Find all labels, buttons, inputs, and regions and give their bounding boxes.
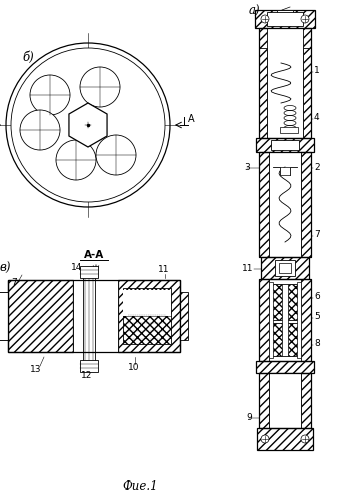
Text: 5: 5 <box>314 312 320 321</box>
Bar <box>280 127 298 133</box>
Bar <box>8 280 180 352</box>
Text: 12: 12 <box>81 371 93 380</box>
Bar <box>280 167 290 175</box>
Bar <box>123 290 171 316</box>
Bar <box>297 282 301 358</box>
Text: 11: 11 <box>158 265 169 274</box>
Bar <box>271 284 299 320</box>
Text: а): а) <box>249 5 261 18</box>
Bar <box>118 280 180 352</box>
Bar <box>269 282 273 358</box>
Bar <box>303 28 311 138</box>
Text: Фие.1: Фие.1 <box>122 480 158 493</box>
Bar <box>259 279 269 361</box>
Text: 8: 8 <box>314 339 320 348</box>
Text: б): б) <box>22 51 34 64</box>
Bar <box>277 10 293 18</box>
Text: 1: 1 <box>314 66 320 75</box>
Bar <box>256 361 314 373</box>
Bar <box>83 270 95 362</box>
Bar <box>256 138 314 152</box>
Bar <box>259 373 269 428</box>
Circle shape <box>301 435 309 443</box>
Text: 7: 7 <box>314 230 320 239</box>
Circle shape <box>30 75 70 115</box>
Bar <box>259 279 311 361</box>
Circle shape <box>20 110 60 150</box>
Text: 13: 13 <box>30 365 42 374</box>
Text: 3: 3 <box>244 163 250 172</box>
Text: 6: 6 <box>314 292 320 301</box>
Bar <box>255 10 315 28</box>
Circle shape <box>11 48 165 202</box>
Text: в): в) <box>0 262 11 275</box>
Bar <box>271 323 299 356</box>
Circle shape <box>261 15 269 23</box>
Bar <box>267 12 303 26</box>
Bar <box>267 28 303 138</box>
Bar <box>269 373 301 428</box>
Text: 14: 14 <box>71 263 82 272</box>
Bar <box>259 373 311 428</box>
Text: 7: 7 <box>11 278 17 287</box>
Text: 11: 11 <box>242 264 253 273</box>
Bar <box>0 292 8 340</box>
Bar <box>257 428 313 450</box>
Text: 2: 2 <box>314 163 320 172</box>
Bar <box>301 279 311 361</box>
Bar <box>0 292 8 340</box>
Bar <box>80 266 98 278</box>
Circle shape <box>80 67 120 107</box>
Bar <box>275 260 295 276</box>
Bar <box>259 152 311 257</box>
Text: 9: 9 <box>246 413 252 422</box>
Text: A: A <box>188 114 195 124</box>
Bar <box>8 280 73 352</box>
Bar <box>261 257 309 279</box>
Bar <box>259 28 311 138</box>
Bar <box>259 28 311 48</box>
Bar <box>180 292 188 340</box>
Bar <box>73 280 118 352</box>
Bar <box>282 284 288 356</box>
Bar <box>269 152 301 257</box>
Text: 4: 4 <box>314 113 320 122</box>
Bar <box>279 263 291 273</box>
Polygon shape <box>69 103 107 147</box>
Circle shape <box>6 43 170 207</box>
Text: A-A: A-A <box>84 250 104 260</box>
Bar <box>80 360 98 372</box>
Bar <box>123 288 171 344</box>
Bar <box>301 373 311 428</box>
Circle shape <box>261 435 269 443</box>
Text: 10: 10 <box>128 363 140 372</box>
Bar <box>271 140 299 150</box>
Circle shape <box>56 140 96 180</box>
Bar <box>259 28 267 138</box>
Circle shape <box>301 15 309 23</box>
Bar <box>259 152 269 257</box>
Bar <box>301 152 311 257</box>
Circle shape <box>96 135 136 175</box>
